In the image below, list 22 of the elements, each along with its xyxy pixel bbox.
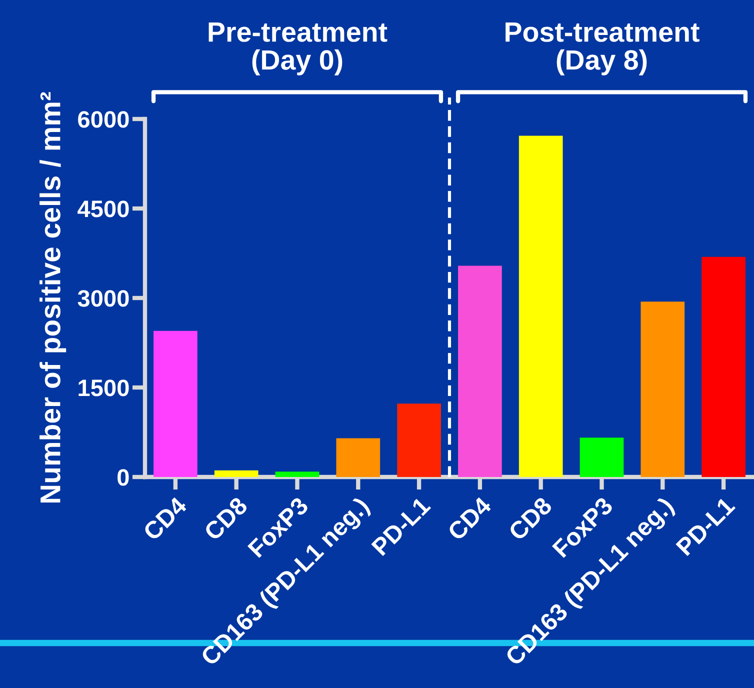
x-tick-label: CD8: [203, 496, 248, 542]
bar: [336, 438, 380, 477]
x-tick-label: CD4: [142, 496, 188, 542]
y-axis-title: Number of positive cells / mm²: [40, 92, 66, 503]
bar: [214, 470, 258, 477]
text: Post-treatment (Day 8): [506, 22, 700, 76]
bar: [154, 330, 198, 477]
y-tick-label: 1500: [78, 380, 129, 396]
bar: [518, 136, 563, 477]
y-tick-label: 0: [118, 469, 129, 486]
y-tick-label: 4500: [78, 200, 129, 218]
bar: [702, 256, 746, 477]
bar: [275, 472, 320, 477]
bar: [580, 438, 624, 477]
x-tick-label: CD4: [446, 496, 492, 542]
y-tick-label: 6000: [78, 111, 129, 128]
x-tick-label: CD8: [508, 496, 553, 542]
y-tick-label: 3000: [78, 290, 129, 307]
bar: [397, 404, 441, 477]
bar: [458, 266, 502, 477]
bar: [640, 302, 685, 477]
text: Pre-treatment (Day 0): [208, 22, 388, 76]
